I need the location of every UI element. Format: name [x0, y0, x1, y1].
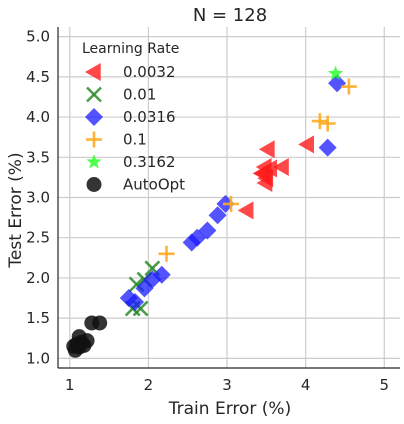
y-axis-label: Test Error (%)	[6, 152, 26, 268]
y-tick-label: 2.0	[26, 269, 50, 287]
point-diamond	[126, 293, 145, 312]
x-tick-label: 1	[65, 376, 75, 394]
y-tick-label: 2.5	[26, 229, 50, 247]
point-star	[327, 65, 344, 81]
x-tick-label: 4	[301, 376, 311, 394]
y-tick-label: 4.5	[26, 68, 50, 86]
legend-label: 0.3162	[123, 153, 176, 171]
point-plus	[158, 245, 175, 262]
point-diamond	[318, 138, 337, 157]
x-tick-label: 2	[144, 376, 154, 394]
legend-label: 0.1	[123, 131, 147, 149]
y-tick-label: 3.0	[26, 189, 50, 207]
y-tick-label: 3.5	[26, 148, 50, 166]
y-tick-label: 4.0	[26, 108, 50, 126]
point-diamond	[208, 206, 227, 225]
x-tick-labels: 1 2 3 4 5	[65, 376, 389, 394]
x-axis-label: Train Error (%)	[168, 399, 291, 419]
legend-marker-x	[86, 86, 102, 103]
x-tick-label: 5	[380, 376, 390, 394]
legend-label: AutoOpt	[123, 176, 185, 194]
legend-marker-triangle-left	[85, 63, 101, 81]
axes-spines	[57, 27, 400, 369]
legend-title: Learning Rate	[82, 41, 179, 57]
point-circle	[79, 333, 95, 349]
point-triangle-left	[261, 159, 278, 178]
legend-label: 0.0032	[123, 63, 176, 81]
point-triangle-left	[237, 201, 254, 220]
legend-marker-star	[86, 154, 102, 169]
legend: Learning Rate 0.0032 0.01 0.0316 0.1 0.3162 A…	[82, 41, 185, 194]
grid	[58, 27, 400, 368]
y-tick-label: 1.5	[26, 309, 50, 327]
chart-title: N = 128	[193, 5, 267, 26]
legend-marker-plus	[86, 131, 102, 148]
data-points	[66, 65, 357, 358]
point-plus	[311, 113, 328, 130]
legend-marker-diamond	[85, 108, 103, 126]
y-tick-label: 5.0	[26, 28, 50, 46]
y-tick-labels: 1.0 1.5 2.0 2.5 3.0 3.5 4.0 4.5 5.0	[26, 28, 50, 368]
legend-label: 0.0316	[123, 108, 176, 126]
point-plus	[319, 115, 336, 132]
point-circle	[92, 315, 108, 331]
point-triangle-left	[273, 157, 289, 176]
y-tick-label: 1.0	[26, 349, 50, 367]
legend-marker-circle	[86, 177, 102, 192]
point-diamond	[152, 265, 171, 284]
legend-label: 0.01	[123, 86, 156, 104]
x-tick-label: 3	[222, 376, 232, 394]
point-diamond	[198, 221, 217, 240]
point-triangle-left	[298, 135, 314, 154]
point-plus	[222, 195, 239, 212]
point-plus	[340, 78, 357, 95]
point-triangle-left	[258, 140, 275, 159]
